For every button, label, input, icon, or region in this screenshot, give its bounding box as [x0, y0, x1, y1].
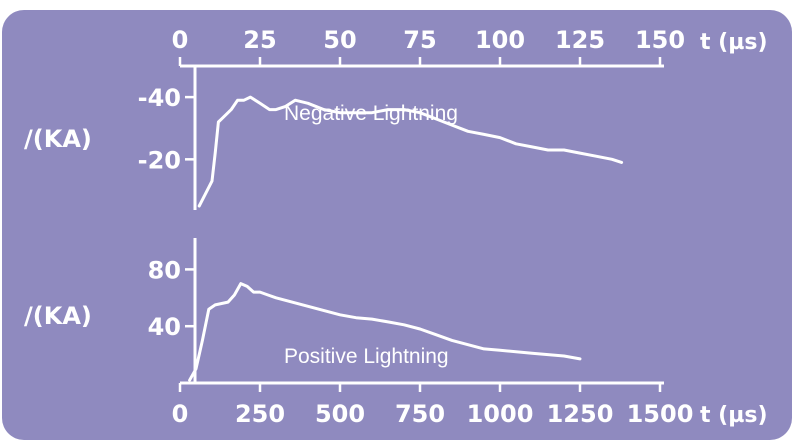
- top-y-ticks: -20 -40: [138, 84, 195, 174]
- bottom-x-tick-label-3: 750: [395, 400, 445, 428]
- positive-lightning-chart: 0 250 500 750 1000 1250 1500 40 80 t (µs) /(KA)…: [24, 238, 768, 428]
- positive-lightning-annotation: Positive Lightning: [284, 345, 449, 368]
- positive-current-curve: [188, 282, 582, 382]
- top-y-tick-label-0: -20: [138, 146, 181, 174]
- bottom-x-tick-label-5: 1250: [547, 400, 614, 428]
- bottom-x-tick-label-4: 1000: [467, 400, 534, 428]
- top-x-tick-label-0: 0: [172, 26, 189, 54]
- top-x-tick-label-6: 150: [635, 26, 685, 54]
- top-x-tick-label-4: 100: [475, 26, 525, 54]
- negative-lightning-chart: 0 25 50 75 100 125 150 -20-40 t (µs) /(KA) Neg…: [24, 26, 768, 210]
- top-x-tick-label-2: 50: [323, 26, 356, 54]
- top-x-tick-label-1: 25: [243, 26, 276, 54]
- bottom-x-tick-label-0: 0: [172, 400, 189, 428]
- figure-panel: [2, 10, 792, 440]
- top-y-axis-label: /(KA): [24, 125, 92, 153]
- bottom-y-tick-label-1: 80: [148, 256, 181, 284]
- bottom-y-ticks: 40 80: [148, 256, 195, 341]
- bottom-x-tick-label-2: 500: [315, 400, 365, 428]
- top-x-tick-label-3: 75: [403, 26, 436, 54]
- bottom-x-tick-label-1: 250: [235, 400, 285, 428]
- bottom-x-tick-label-6: 1500: [627, 400, 694, 428]
- bottom-y-axis-label: /(KA): [24, 302, 92, 330]
- top-y-tick-label-1: -40: [138, 84, 181, 112]
- bottom-x-axis-label: t (µs): [700, 403, 768, 428]
- bottom-y-tick-label-0: 40: [148, 313, 181, 341]
- negative-current-curve: [197, 95, 624, 208]
- top-x-ticks: 0 25 50 75 100 125 150: [172, 26, 685, 66]
- bottom-x-ticks: 0 250 500 750 1000 1250 1500: [172, 383, 694, 428]
- top-x-axis-label: t (µs): [700, 30, 768, 55]
- top-x-tick-label-5: 125: [555, 26, 605, 54]
